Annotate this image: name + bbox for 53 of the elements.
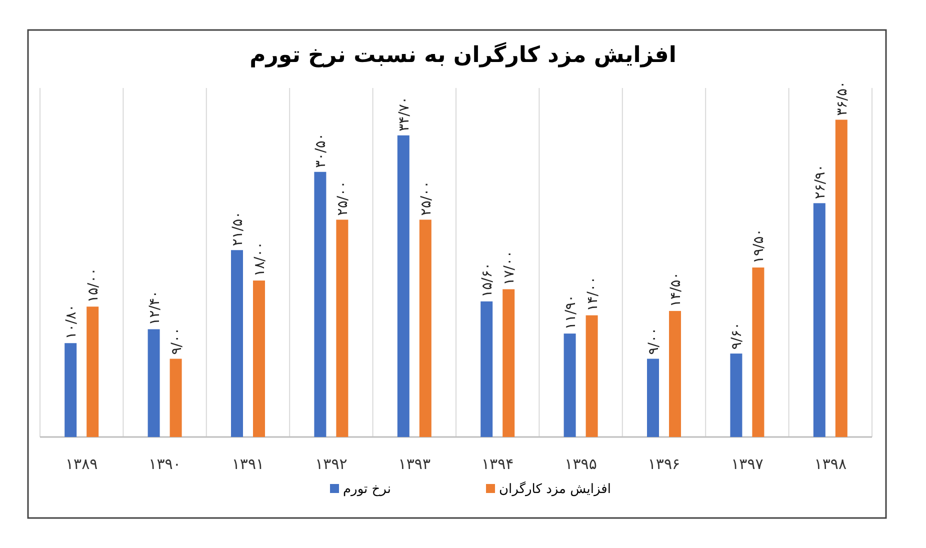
title: افزایش مزد کارگران به نسبت نرخ تورم bbox=[250, 43, 676, 68]
bar bbox=[86, 306, 99, 437]
bar bbox=[419, 220, 432, 437]
bar bbox=[480, 301, 493, 437]
data-label: ۱۸/۰۰ bbox=[252, 242, 268, 277]
bar bbox=[336, 220, 348, 437]
legend-label: افزایش مزد کارگران bbox=[499, 481, 611, 497]
x-tick-label: ۱۳۹۳ bbox=[398, 455, 431, 473]
data-label: ۱۵/۶۰ bbox=[480, 262, 496, 298]
bar bbox=[253, 280, 265, 437]
data-label: ۱۲/۴۰ bbox=[146, 290, 163, 326]
data-label: ۳۰/۵۰ bbox=[313, 133, 330, 168]
data-label: ۱۱/۹۰ bbox=[562, 294, 579, 330]
data-label: ۱۹/۵۰ bbox=[751, 228, 768, 264]
data-label: ۲۵/۰۰ bbox=[335, 180, 352, 216]
data-label: ۹/۶۰ bbox=[729, 322, 746, 350]
x-tick-label: ۱۳۹۷ bbox=[731, 455, 764, 473]
bar bbox=[231, 250, 243, 437]
bar bbox=[397, 135, 410, 437]
bar bbox=[647, 358, 659, 437]
x-tick-label: ۱۳۹۰ bbox=[148, 455, 181, 473]
x-tick-label: ۱۳۸۹ bbox=[65, 455, 98, 473]
bar bbox=[752, 268, 764, 437]
x-tick-label: ۱۳۹۸ bbox=[814, 455, 847, 473]
data-label: ۱۰/۸۰ bbox=[64, 304, 80, 340]
bar bbox=[314, 172, 326, 437]
x-tick-label: ۱۳۹۵ bbox=[564, 455, 597, 473]
legend-label: نرخ تورم bbox=[343, 482, 391, 497]
x-tick-label: ۱۳۹۱ bbox=[232, 455, 264, 473]
data-label: ۱۴/۵۰ bbox=[668, 272, 684, 307]
bar bbox=[669, 310, 681, 437]
bar bbox=[813, 203, 826, 437]
bar bbox=[835, 120, 848, 437]
data-label: ۱۷/۰۰ bbox=[502, 250, 518, 286]
data-label: ۱۴/۰۰ bbox=[584, 276, 601, 312]
data-label: ۲۵/۰۰ bbox=[418, 180, 434, 216]
bar bbox=[170, 358, 182, 437]
bar bbox=[586, 315, 598, 437]
bar bbox=[148, 329, 160, 437]
data-label: ۳۴/۷۰ bbox=[396, 96, 412, 132]
x-tick-label: ۱۳۹۶ bbox=[648, 455, 680, 473]
data-label: ۲۶/۹۰ bbox=[812, 164, 828, 200]
data-label: ۲۱/۵۰ bbox=[230, 211, 246, 246]
x-tick-label: ۱۳۹۲ bbox=[315, 455, 348, 473]
data-label: ۹/۰۰ bbox=[168, 327, 185, 355]
bar bbox=[730, 354, 742, 437]
data-label: ۹/۰۰ bbox=[646, 327, 662, 355]
data-label: ۱۵/۰۰ bbox=[86, 268, 102, 303]
bar bbox=[564, 334, 576, 437]
data-label: ۳۶/۵۰ bbox=[834, 80, 850, 116]
bar bbox=[64, 343, 77, 437]
x-tick-label: ۱۳۹۴ bbox=[481, 455, 514, 473]
bar bbox=[502, 289, 515, 437]
